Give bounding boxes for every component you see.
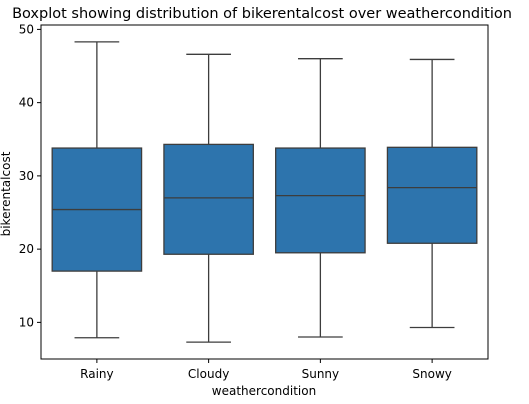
chart-title: Boxplot showing distribution of bikerent…	[12, 6, 512, 22]
x-tick-label-rainy: Rainy	[80, 367, 113, 381]
y-tick-label: 40	[19, 96, 34, 110]
y-tick-label: 10	[19, 315, 34, 329]
y-tick-label: 20	[19, 242, 34, 256]
y-tick-label: 30	[19, 169, 34, 183]
x-tick-label-sunny: Sunny	[302, 367, 340, 381]
x-axis-label: weathercondition	[212, 384, 316, 398]
y-tick-label: 50	[19, 22, 34, 36]
axes-frame	[40, 24, 489, 360]
box-sunny	[275, 147, 366, 254]
x-tick-label-cloudy: Cloudy	[188, 367, 229, 381]
x-tick-label-snowy: Snowy	[412, 367, 451, 381]
box-snowy	[386, 146, 478, 244]
box-cloudy	[163, 143, 254, 255]
plot-area: Rainy Cloudy Sunny Snowy 10 20 30 40 50	[19, 22, 489, 381]
y-axis-label: bikerentalcost	[0, 151, 13, 236]
